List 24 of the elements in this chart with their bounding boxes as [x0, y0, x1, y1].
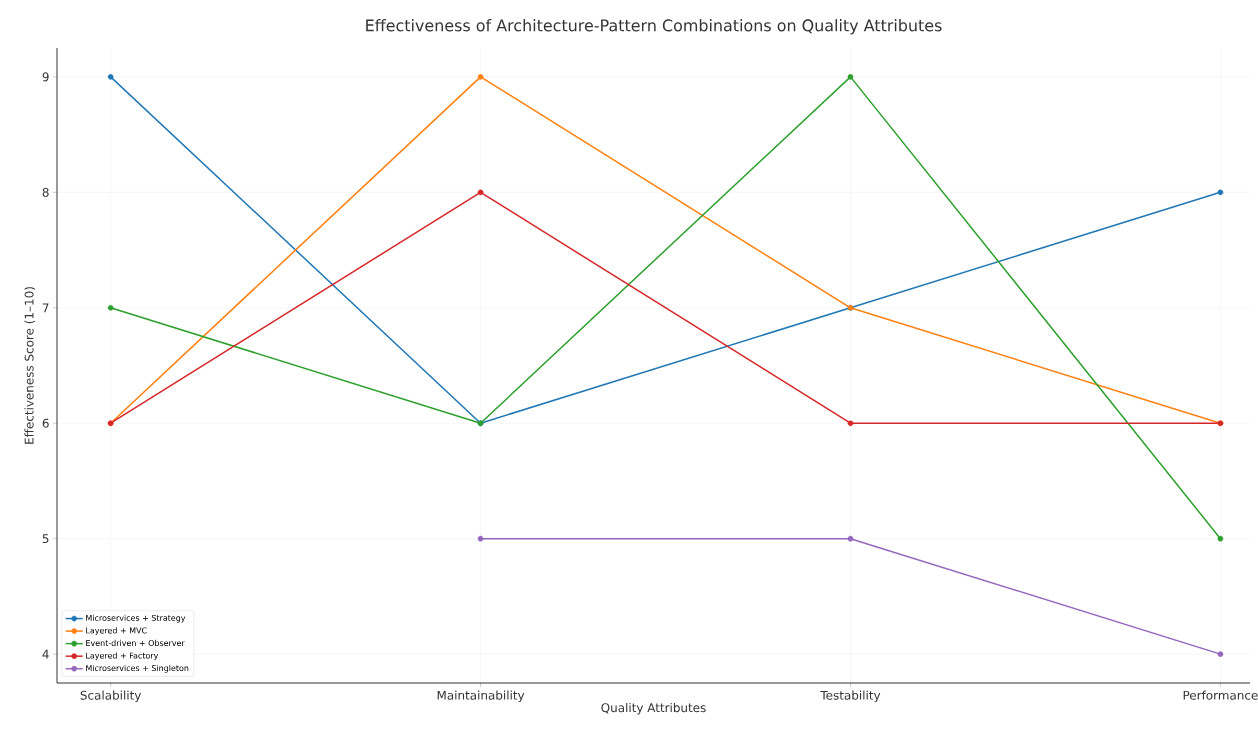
y-tick-label: 7	[42, 303, 49, 313]
point	[1217, 651, 1224, 657]
chart-title: Effectiveness of Architecture-Pattern Combinations on Quality Attributes	[366, 19, 942, 35]
point	[477, 189, 484, 196]
y-tick-label: 6	[42, 418, 49, 428]
point	[1217, 535, 1224, 542]
x-tick-label: Maintainability	[437, 690, 525, 703]
x-axis-title: Quality Attributes	[601, 702, 706, 715]
y-axis-title: Effectiveness Score (1–10)	[24, 287, 36, 444]
x-tick-label: Scalability	[80, 690, 142, 703]
y-tick-label: 8	[42, 187, 49, 197]
point	[477, 535, 484, 542]
point	[107, 74, 114, 80]
point	[107, 304, 114, 311]
x-tick-label: Testability	[820, 690, 881, 703]
point	[1217, 189, 1224, 196]
point	[847, 420, 854, 427]
y-tick-label: 4	[42, 649, 49, 659]
point	[847, 535, 854, 542]
y-tick-label: 9	[42, 72, 49, 82]
x-tick-label: Performance	[1183, 690, 1258, 700]
point	[477, 74, 484, 80]
point	[847, 74, 854, 80]
y-tick-label: 5	[42, 534, 49, 544]
